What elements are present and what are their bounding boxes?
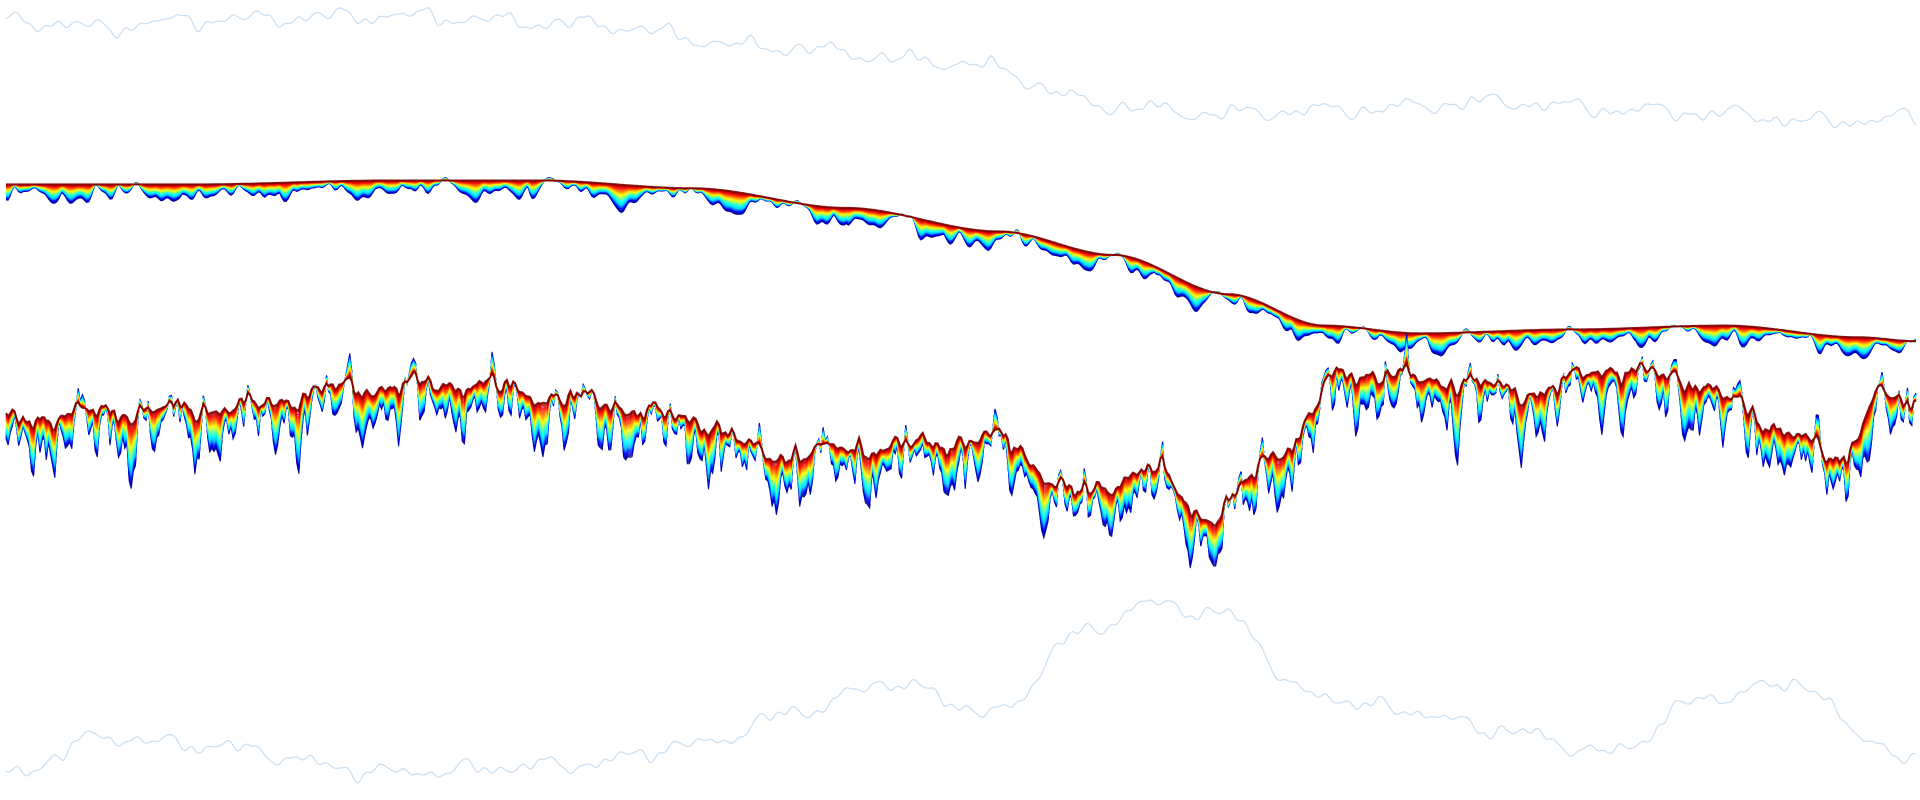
background-trace-2 <box>5 599 1917 784</box>
series-line-1-27 <box>5 178 1917 346</box>
background-trace-layer <box>5 7 1917 784</box>
curve-group-1 <box>5 176 1917 360</box>
series-line-1-25 <box>5 178 1917 347</box>
series-line-1-30 <box>6 179 1917 345</box>
series-line-1-12 <box>5 177 1917 354</box>
curve-group-2 <box>5 333 1917 569</box>
series-line-1-36 <box>6 179 1917 343</box>
series-line-1-18 <box>5 178 1917 350</box>
series-line-1-17 <box>5 178 1917 351</box>
series-line-1-37 <box>6 179 1916 342</box>
series-line-1-24 <box>5 178 1917 347</box>
series-line-1-35 <box>6 179 1916 343</box>
series-line-1-16 <box>5 178 1917 352</box>
series-line-1-14 <box>5 177 1917 353</box>
series-line-2-40 <box>5 361 1917 527</box>
series-line-1-23 <box>5 178 1917 348</box>
series-line-1-34 <box>6 179 1917 343</box>
series-line-1-32 <box>6 179 1917 344</box>
curve-band-layer <box>5 176 1917 569</box>
series-line-1-39 <box>6 179 1916 342</box>
series-line-1-19 <box>5 178 1917 350</box>
series-line-2-1 <box>5 333 1917 569</box>
series-line-1-38 <box>6 179 1916 342</box>
background-trace-1 <box>5 7 1917 129</box>
series-line-1-28 <box>5 178 1917 345</box>
series-line-1-40 <box>6 179 1916 343</box>
series-line-1-13 <box>5 177 1917 353</box>
series-line-1-22 <box>5 178 1917 348</box>
series-line-1-33 <box>6 179 1917 344</box>
series-line-1-21 <box>5 178 1917 349</box>
series-line-1-15 <box>5 177 1917 352</box>
series-line-1-26 <box>5 178 1917 346</box>
series-line-1-29 <box>5 179 1917 345</box>
series-line-1-31 <box>6 179 1917 344</box>
series-line-1-20 <box>5 178 1917 349</box>
series-line-1-11 <box>5 177 1917 354</box>
